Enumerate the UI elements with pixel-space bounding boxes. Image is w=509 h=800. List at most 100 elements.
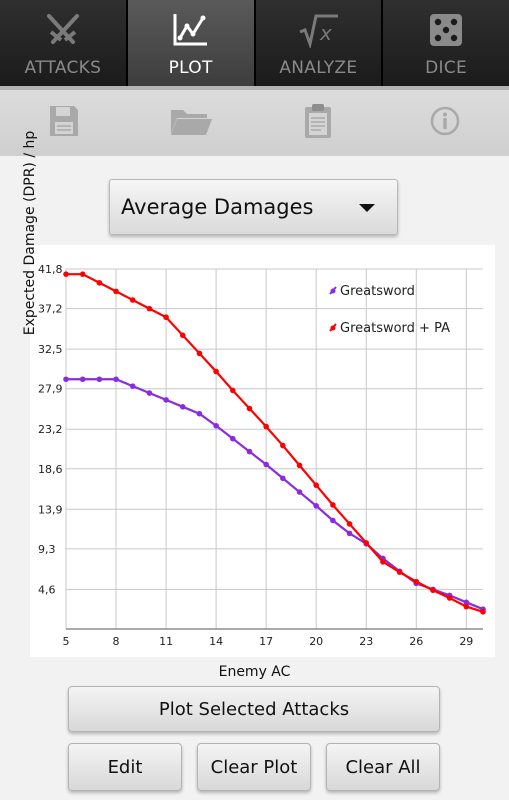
save-button[interactable] bbox=[0, 90, 127, 156]
legend-marker bbox=[330, 288, 336, 294]
x-tick-label: 14 bbox=[209, 635, 223, 648]
data-point bbox=[313, 482, 320, 488]
tab-label: PLOT bbox=[168, 58, 213, 78]
data-point bbox=[213, 368, 219, 375]
x-tick-label: 20 bbox=[309, 635, 323, 648]
tab-attacks[interactable]: ATTACKS bbox=[0, 0, 128, 86]
data-point bbox=[346, 521, 353, 527]
chart-y-axis-label: Expected Damage (DPR) / hp bbox=[22, 130, 38, 336]
edit-button[interactable]: Edit bbox=[68, 743, 182, 791]
data-point bbox=[246, 448, 253, 455]
y-tick-label: 13,9 bbox=[38, 503, 63, 516]
crossed-swords-icon bbox=[43, 12, 83, 48]
data-point bbox=[246, 405, 253, 412]
data-point bbox=[396, 569, 403, 575]
tab-analyze[interactable]: x ANALYZE bbox=[255, 0, 384, 86]
y-tick-label: 18,6 bbox=[38, 463, 63, 476]
y-tick-label: 4,6 bbox=[38, 583, 56, 596]
data-point bbox=[129, 297, 136, 303]
data-point bbox=[463, 599, 470, 606]
data-point bbox=[213, 422, 219, 429]
data-point bbox=[446, 595, 453, 601]
tab-label: ANALYZE bbox=[279, 58, 358, 78]
data-point bbox=[296, 462, 303, 469]
data-point bbox=[179, 403, 186, 410]
x-tick-label: 26 bbox=[409, 635, 423, 648]
tab-label: ATTACKS bbox=[24, 58, 102, 78]
legend-label: Greatsword + PA bbox=[340, 321, 450, 336]
dropdown-selected-value: Average Damages bbox=[121, 195, 314, 219]
clear-plot-button[interactable]: Clear Plot bbox=[197, 743, 311, 791]
data-point bbox=[313, 503, 320, 509]
data-point bbox=[79, 271, 86, 277]
y-tick-label: 37,2 bbox=[38, 303, 63, 316]
y-tick-label: 32,5 bbox=[38, 343, 63, 356]
data-point bbox=[263, 423, 269, 430]
line-chart-icon bbox=[171, 12, 211, 48]
y-tick-label: 41,8 bbox=[38, 263, 63, 276]
data-point bbox=[330, 502, 336, 508]
info-button[interactable] bbox=[382, 90, 509, 156]
x-tick-label: 8 bbox=[113, 635, 120, 648]
chart-x-axis-label: Enemy AC bbox=[218, 664, 291, 680]
data-point bbox=[463, 603, 470, 610]
data-point bbox=[96, 279, 103, 286]
data-point bbox=[163, 397, 169, 403]
info-icon bbox=[429, 105, 461, 141]
data-point bbox=[113, 376, 119, 383]
data-point bbox=[280, 475, 286, 482]
x-tick-label: 23 bbox=[359, 635, 373, 648]
x-tick-label: 5 bbox=[63, 635, 70, 648]
folder-icon bbox=[169, 106, 213, 140]
data-point bbox=[196, 410, 203, 417]
y-tick-label: 27,9 bbox=[38, 383, 63, 396]
data-point bbox=[263, 461, 269, 468]
data-point bbox=[480, 608, 486, 615]
die-icon bbox=[428, 12, 464, 48]
save-icon bbox=[48, 104, 80, 142]
legend-marker bbox=[330, 325, 336, 331]
y-tick-label: 9,3 bbox=[38, 543, 56, 556]
data-point bbox=[146, 305, 153, 312]
data-point bbox=[63, 271, 69, 277]
plot-type-dropdown[interactable]: Average Damages bbox=[109, 179, 398, 235]
x-tick-label: 29 bbox=[459, 635, 473, 648]
chart-canvas: 5 8 11 14 17 20 23 26 29 4,6 9,3 13,9 18,6 23,2 27,9 32… bbox=[38, 263, 486, 648]
data-point bbox=[196, 350, 203, 357]
clipboard-button[interactable] bbox=[255, 90, 382, 156]
data-point bbox=[230, 387, 236, 394]
data-point bbox=[163, 314, 169, 321]
tab-bar: ATTACKS PLOT x ANALYZE bbox=[0, 0, 509, 86]
square-root-x-icon: x bbox=[296, 12, 340, 48]
clear-all-button[interactable]: Clear All bbox=[326, 743, 440, 791]
tab-dice[interactable]: DICE bbox=[383, 0, 509, 86]
action-toolbar bbox=[0, 86, 509, 156]
dropdown-arrow-icon bbox=[359, 204, 375, 212]
tab-plot[interactable]: PLOT bbox=[127, 0, 256, 86]
series-line bbox=[66, 273, 484, 613]
series-line bbox=[66, 378, 484, 611]
data-point bbox=[146, 390, 153, 396]
x-tick-label: 11 bbox=[159, 635, 173, 648]
data-point bbox=[129, 383, 136, 389]
data-point bbox=[113, 288, 119, 295]
tab-label: DICE bbox=[425, 58, 468, 78]
data-point bbox=[63, 376, 69, 383]
svg-text:x: x bbox=[319, 21, 332, 45]
data-point bbox=[79, 376, 86, 383]
data-point bbox=[296, 489, 303, 495]
damage-chart: 5 8 11 14 17 20 23 26 29 4,6 9,3 13,9 18,6 23,2 27,9 32… bbox=[30, 245, 495, 657]
clipboard-icon bbox=[303, 103, 333, 143]
data-point bbox=[346, 530, 353, 537]
open-folder-button[interactable] bbox=[127, 90, 254, 156]
data-point bbox=[380, 559, 386, 565]
data-point bbox=[330, 517, 336, 524]
data-point bbox=[230, 435, 236, 442]
data-point bbox=[280, 442, 286, 449]
plot-selected-attacks-button[interactable]: Plot Selected Attacks bbox=[68, 686, 440, 732]
data-point bbox=[430, 587, 436, 594]
data-point bbox=[413, 578, 420, 585]
y-tick-label: 23,2 bbox=[38, 423, 63, 436]
x-tick-label: 17 bbox=[259, 635, 273, 648]
data-point bbox=[363, 540, 370, 546]
